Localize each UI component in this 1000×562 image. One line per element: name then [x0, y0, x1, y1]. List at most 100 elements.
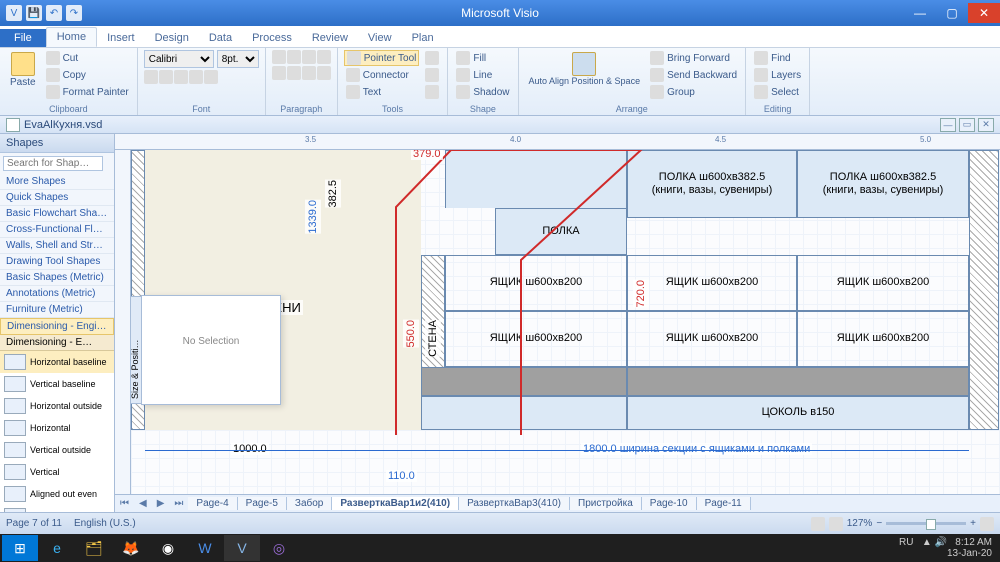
firefox-icon[interactable]: 🦊	[113, 535, 149, 561]
tab-insert[interactable]: Insert	[97, 29, 145, 47]
align-left-icon[interactable]	[272, 50, 286, 64]
page-tab[interactable]: Забор	[287, 497, 332, 510]
view-icon-1[interactable]	[811, 517, 825, 531]
zoom-in[interactable]: +	[970, 518, 976, 529]
rect-icon[interactable]	[425, 51, 439, 65]
stencil-item[interactable]: Horizontal baseline	[0, 351, 114, 373]
shapes-category[interactable]: Quick Shapes	[0, 190, 114, 206]
send-backward-button[interactable]: Send Backward	[648, 67, 739, 83]
shapes-category[interactable]: Dimensioning - Engin…	[0, 318, 114, 335]
find-button[interactable]: Find	[752, 50, 803, 66]
maximize-button[interactable]: ▢	[936, 3, 968, 23]
fit-icon[interactable]	[980, 517, 994, 531]
canvas[interactable]: ПОЛКА ш600хв382.5 (книги, вазы, сувениры…	[131, 150, 1000, 494]
stencil-item[interactable]: Vertical outside	[0, 439, 114, 461]
tab-nav-first[interactable]: ⏮	[115, 498, 134, 509]
shapes-search-input[interactable]	[3, 156, 103, 171]
tab-nav-last[interactable]: ⏭	[169, 498, 188, 509]
strike-icon[interactable]	[189, 70, 203, 84]
tab-nav-next[interactable]: ▶	[152, 498, 170, 509]
tab-view[interactable]: View	[358, 29, 402, 47]
word-icon[interactable]: W	[187, 535, 223, 561]
view-icon-2[interactable]	[829, 517, 843, 531]
bring-forward-button[interactable]: Bring Forward	[648, 50, 739, 66]
text-tool-button[interactable]: Text	[344, 84, 420, 100]
tab-home[interactable]: Home	[46, 27, 97, 47]
save-icon[interactable]: 💾	[26, 5, 42, 21]
italic-icon[interactable]	[159, 70, 173, 84]
stencil-item[interactable]: Vertical	[0, 461, 114, 483]
shadow-button[interactable]: Shadow	[454, 84, 511, 100]
page-tab[interactable]: Пристройка	[570, 497, 642, 510]
group-shapes-button[interactable]: Group	[648, 84, 739, 100]
tab-process[interactable]: Process	[242, 29, 302, 47]
tab-file[interactable]: File	[0, 29, 46, 47]
chrome-icon[interactable]: ◉	[150, 535, 186, 561]
align-center-icon[interactable]	[287, 50, 301, 64]
page-tab[interactable]: РазверткаВар1и2(410)	[332, 497, 459, 510]
page-tab[interactable]: Page-5	[238, 497, 287, 510]
select-button[interactable]: Select	[752, 84, 803, 100]
stencil-item[interactable]: Vertical baseline	[0, 373, 114, 395]
ie-icon[interactable]: e	[39, 535, 75, 561]
close-button[interactable]: ✕	[968, 3, 1000, 23]
redo-icon[interactable]: ↷	[66, 5, 82, 21]
align-middle-icon[interactable]	[287, 66, 301, 80]
shapes-category[interactable]: Annotations (Metric)	[0, 286, 114, 302]
stencil-item[interactable]: Horizontal	[0, 417, 114, 439]
mdi-restore[interactable]: ▭	[959, 118, 975, 132]
line-icon[interactable]	[425, 68, 439, 82]
zoom-out[interactable]: −	[876, 518, 882, 529]
stencil-item[interactable]: Horizontal outside	[0, 395, 114, 417]
font-color-icon[interactable]	[204, 70, 218, 84]
align-top-icon[interactable]	[272, 66, 286, 80]
shapes-category[interactable]: Basic Shapes (Metric)	[0, 270, 114, 286]
shapes-category[interactable]: Drawing Tool Shapes	[0, 254, 114, 270]
page-tab[interactable]: Page-11	[697, 497, 751, 510]
copy-button[interactable]: Copy	[44, 67, 131, 83]
freeform-icon[interactable]	[425, 85, 439, 99]
align-bottom-icon[interactable]	[302, 66, 316, 80]
underline-icon[interactable]	[174, 70, 188, 84]
align-right-icon[interactable]	[302, 50, 316, 64]
tab-review[interactable]: Review	[302, 29, 358, 47]
layers-button[interactable]: Layers	[752, 67, 803, 83]
stencil-item[interactable]: Aligned out uneven	[0, 505, 114, 512]
more-shapes[interactable]: More Shapes	[0, 174, 114, 190]
line-button[interactable]: Line	[454, 67, 511, 83]
shapes-category[interactable]: Walls, Shell and Stru…	[0, 238, 114, 254]
visio-task-icon[interactable]: V	[224, 535, 260, 561]
mdi-close[interactable]: ✕	[978, 118, 994, 132]
shapes-category[interactable]: Basic Flowchart Shap…	[0, 206, 114, 222]
undo-icon[interactable]: ↶	[46, 5, 62, 21]
fill-button[interactable]: Fill	[454, 50, 511, 66]
mdi-minimize[interactable]: —	[940, 118, 956, 132]
autoalign-button[interactable]: Auto Align Position & Space	[525, 50, 645, 88]
tab-plan[interactable]: Plan	[402, 29, 444, 47]
minimize-button[interactable]: —	[904, 3, 936, 23]
bold-icon[interactable]	[144, 70, 158, 84]
font-size-select[interactable]: 8pt.	[217, 50, 259, 68]
viber-icon[interactable]: ◎	[261, 535, 297, 561]
zoom-slider[interactable]	[886, 522, 966, 525]
align-justify-icon[interactable]	[317, 50, 331, 64]
explorer-icon[interactable]: 🗂	[76, 535, 112, 561]
format-painter-button[interactable]: Format Painter	[44, 84, 131, 100]
tab-nav-prev[interactable]: ◀	[134, 498, 152, 509]
stencil-item[interactable]: Aligned out even	[0, 483, 114, 505]
page-tab[interactable]: РазверткаВар3(410)	[459, 497, 570, 510]
shapes-category[interactable]: Cross-Functional Flow…	[0, 222, 114, 238]
tab-data[interactable]: Data	[199, 29, 242, 47]
tab-design[interactable]: Design	[145, 29, 199, 47]
pointer-tool-button[interactable]: Pointer Tool	[344, 50, 420, 66]
size-position-window[interactable]: Size & Positi… No Selection	[141, 295, 281, 405]
start-button[interactable]: ⊞	[2, 535, 38, 561]
tray[interactable]: RU ▲ 🔊 8:12 AM13-Jan-20	[893, 537, 998, 559]
page-tab[interactable]: Page-10	[642, 497, 697, 510]
page-tab[interactable]: Page-4	[188, 497, 237, 510]
bullets-icon[interactable]	[317, 66, 331, 80]
shapes-category[interactable]: Furniture (Metric)	[0, 302, 114, 318]
font-family-select[interactable]: Calibri	[144, 50, 214, 68]
connector-tool-button[interactable]: Connector	[344, 67, 420, 83]
cut-button[interactable]: Cut	[44, 50, 131, 66]
